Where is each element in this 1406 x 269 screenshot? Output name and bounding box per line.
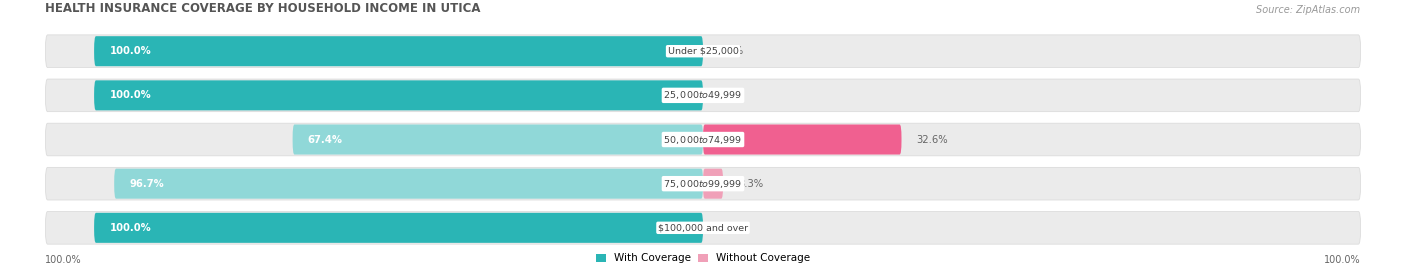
- FancyBboxPatch shape: [45, 123, 1361, 156]
- Text: 3.3%: 3.3%: [738, 179, 763, 189]
- Text: 32.6%: 32.6%: [917, 134, 948, 144]
- FancyBboxPatch shape: [292, 125, 703, 154]
- FancyBboxPatch shape: [94, 80, 703, 110]
- FancyBboxPatch shape: [94, 36, 703, 66]
- FancyBboxPatch shape: [114, 169, 703, 199]
- Text: 100.0%: 100.0%: [110, 46, 150, 56]
- Text: 96.7%: 96.7%: [129, 179, 165, 189]
- FancyBboxPatch shape: [94, 213, 703, 243]
- Legend: With Coverage, Without Coverage: With Coverage, Without Coverage: [592, 249, 814, 268]
- Text: HEALTH INSURANCE COVERAGE BY HOUSEHOLD INCOME IN UTICA: HEALTH INSURANCE COVERAGE BY HOUSEHOLD I…: [45, 2, 481, 15]
- Text: $75,000 to $99,999: $75,000 to $99,999: [664, 178, 742, 190]
- FancyBboxPatch shape: [45, 167, 1361, 200]
- Text: $50,000 to $74,999: $50,000 to $74,999: [664, 133, 742, 146]
- Text: 67.4%: 67.4%: [308, 134, 343, 144]
- FancyBboxPatch shape: [45, 211, 1361, 244]
- Text: 100.0%: 100.0%: [1324, 255, 1361, 265]
- FancyBboxPatch shape: [703, 125, 901, 154]
- FancyBboxPatch shape: [703, 169, 723, 199]
- Text: 0.0%: 0.0%: [718, 90, 744, 100]
- Text: $100,000 and over: $100,000 and over: [658, 223, 748, 232]
- Text: $25,000 to $49,999: $25,000 to $49,999: [664, 89, 742, 101]
- Text: 100.0%: 100.0%: [110, 90, 150, 100]
- FancyBboxPatch shape: [45, 79, 1361, 112]
- Text: Source: ZipAtlas.com: Source: ZipAtlas.com: [1257, 5, 1361, 15]
- Text: 0.0%: 0.0%: [718, 223, 744, 233]
- Text: 100.0%: 100.0%: [110, 223, 150, 233]
- Text: 0.0%: 0.0%: [718, 46, 744, 56]
- FancyBboxPatch shape: [45, 35, 1361, 68]
- Text: 100.0%: 100.0%: [45, 255, 82, 265]
- Text: Under $25,000: Under $25,000: [668, 47, 738, 56]
